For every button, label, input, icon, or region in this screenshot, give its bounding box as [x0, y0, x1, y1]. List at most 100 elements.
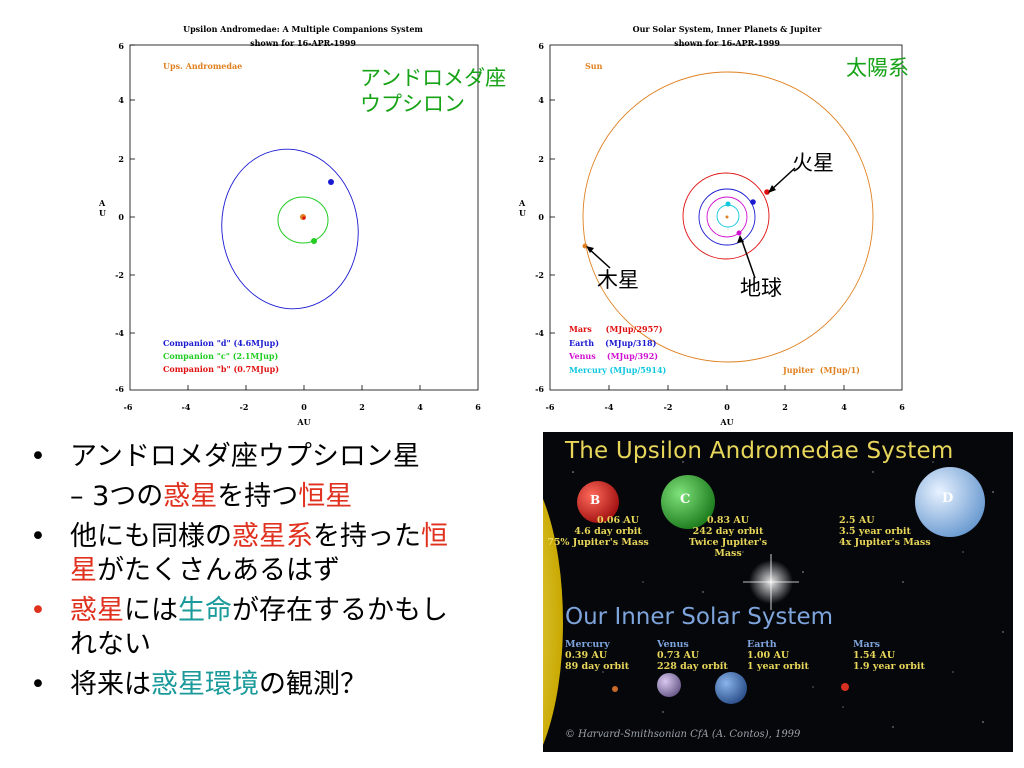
- bullet-dot: •: [30, 595, 46, 626]
- upsilon-andromedae-plot: Upsilon Andromedae: A Multiple Companion…: [95, 20, 495, 430]
- planet-d-letter: D: [942, 491, 954, 506]
- bullet-text: の観測？: [259, 669, 367, 700]
- sub-bullet-item: – 3つの惑星を持つ恒星: [30, 480, 540, 514]
- earth-dot: [750, 199, 756, 205]
- mars-name: Mars: [853, 639, 881, 650]
- left-x-tick: -2: [240, 402, 249, 412]
- right-y-tick: 6: [538, 41, 544, 51]
- mercury-planet: [612, 686, 618, 692]
- right-x-tick: -6: [546, 402, 555, 412]
- mars-dot: [764, 189, 770, 195]
- earth-planet: [715, 672, 747, 704]
- right-y-tick: -4: [535, 328, 544, 338]
- legend-companion-d: Companion "d" (4.6MJup): [163, 338, 279, 348]
- right-x-tick: -2: [664, 402, 673, 412]
- earth-orbit: 1 year orbit: [747, 661, 809, 672]
- highlight-life: 生命: [178, 595, 232, 626]
- legend-mercury: Mercury (MJup/5914): [569, 365, 667, 375]
- mercury-name: Mercury: [565, 639, 610, 650]
- right-x-axis-label: AU: [719, 417, 733, 427]
- left-x-tick: 4: [417, 402, 423, 412]
- legend-mars: Mars (MJup/2957): [569, 324, 663, 334]
- bullet-text: が存在するかもし: [232, 595, 448, 626]
- right-x-tick: 6: [899, 402, 905, 412]
- b-orbit: 4.6 day orbit: [574, 526, 642, 537]
- right-y-tick: 2: [538, 154, 544, 164]
- left-plot-title-line1: Upsilon Andromedae: A Multiple Companion…: [183, 24, 423, 34]
- left-y-tick: 4: [118, 95, 124, 105]
- right-x-tick: -4: [605, 402, 614, 412]
- bullet-text: には: [124, 595, 178, 626]
- orbit-venus: [706, 196, 748, 238]
- highlight-planet: 惑星: [163, 481, 218, 512]
- mars-orbit: 1.9 year orbit: [853, 661, 925, 672]
- planet-c-letter: C: [680, 492, 691, 507]
- sub-text: – 3つの: [70, 481, 164, 512]
- left-x-tick: -6: [124, 402, 133, 412]
- jupiter-jp-label: 木星: [597, 268, 639, 292]
- c-distance: 0.83 AU: [706, 515, 750, 526]
- earth-jp-label: 地球: [740, 276, 782, 300]
- left-y-tick: -6: [115, 384, 124, 394]
- orbit-c: [277, 196, 329, 244]
- legend-companion-c: Companion "c" (2.1MJup): [163, 351, 278, 361]
- planet-d-info: 2.5 AU 3.5 year orbit 4x Jupiter's Mass: [839, 515, 931, 548]
- legend-jupiter: Jupiter (MJup/1): [782, 365, 860, 375]
- highlight-planetary-environment: 惑星環境: [151, 669, 259, 700]
- orbit-jupiter: [582, 71, 874, 363]
- right-y-axis-label-a: A: [518, 198, 526, 208]
- star-label: Ups. Andromedae: [163, 61, 242, 71]
- venus-dot: [736, 230, 742, 236]
- planet-c-dot: [311, 238, 317, 244]
- right-y-tick: -2: [535, 270, 544, 280]
- b-mass: 75% Jupiter's Mass: [547, 537, 649, 548]
- legend-earth: Earth (MJup/318): [569, 338, 657, 348]
- left-y-tick: 6: [118, 41, 124, 51]
- mars-jp-label: 火星: [792, 151, 834, 175]
- illustration-title-2: Our Inner Solar System: [565, 604, 833, 630]
- bullet-text: アンドロメダ座ウプシロン星: [70, 441, 420, 472]
- sun-label: Sun: [585, 61, 603, 71]
- d-orbit: 3.5 year orbit: [839, 526, 911, 537]
- illustration-credit: © Harvard-Smithsonian CfA (A. Contos), 1…: [565, 729, 801, 740]
- right-x-tick: 4: [841, 402, 847, 412]
- bullet-item: • アンドロメダ座ウプシロン星: [30, 440, 540, 474]
- left-y-tick: 2: [118, 154, 124, 164]
- planet-b-dot: [302, 216, 306, 220]
- left-y-tick: -4: [115, 328, 124, 338]
- left-y-tick: -2: [115, 270, 124, 280]
- bullet-text: がたくさんあるはず: [97, 555, 340, 586]
- venus-info: Venus 0.73 AU 228 day orbit: [657, 639, 728, 672]
- earth-distance: 1.00 AU: [747, 650, 790, 661]
- jp-label-line2: ウプシロン: [360, 92, 465, 116]
- orbit-d: [221, 148, 359, 310]
- c-mass: Twice Jupiter's Mass: [688, 537, 768, 559]
- legend-venus: Venus (MJup/392): [568, 351, 658, 361]
- bullet-text: を持った: [313, 521, 421, 552]
- legend-companion-b: Companion "b" (0.7MJup): [163, 364, 279, 374]
- venus-name: Venus: [657, 639, 689, 650]
- venus-planet: [657, 673, 681, 697]
- jupiter-arrowhead: [586, 246, 594, 253]
- highlight-star-2: 星: [70, 555, 97, 586]
- left-x-axis-label: AU: [296, 417, 310, 427]
- b-distance: 0.06 AU: [596, 515, 640, 526]
- orbit-earth: [698, 188, 756, 246]
- earth-arrowhead: [737, 235, 744, 243]
- left-plot-title-line2: shown for 16-APR-1999: [250, 38, 356, 48]
- highlight-planetary-system: 惑星系: [232, 521, 313, 552]
- right-x-tick: 0: [724, 402, 730, 412]
- highlight-star: 恒星: [298, 481, 353, 512]
- bullet-text: れない: [70, 629, 151, 660]
- host-star-yellow: [543, 499, 563, 745]
- right-y-tick: -6: [535, 384, 544, 394]
- jupiter-dot: [582, 243, 588, 249]
- mercury-orbit: 89 day orbit: [565, 661, 630, 672]
- illustration-title-1: The Upsilon Andromedae System: [565, 438, 954, 464]
- left-y-tick: 0: [118, 212, 124, 222]
- left-x-tick: 2: [359, 402, 365, 412]
- highlight-star-1: 恒: [421, 521, 448, 552]
- planet-c-info: 0.83 AU 242 day orbit Twice Jupiter's Ma…: [678, 515, 778, 559]
- planet-b-info: 0.06 AU 4.6 day orbit 75% Jupiter's Mass: [543, 515, 653, 548]
- orbit-mars: [682, 172, 770, 260]
